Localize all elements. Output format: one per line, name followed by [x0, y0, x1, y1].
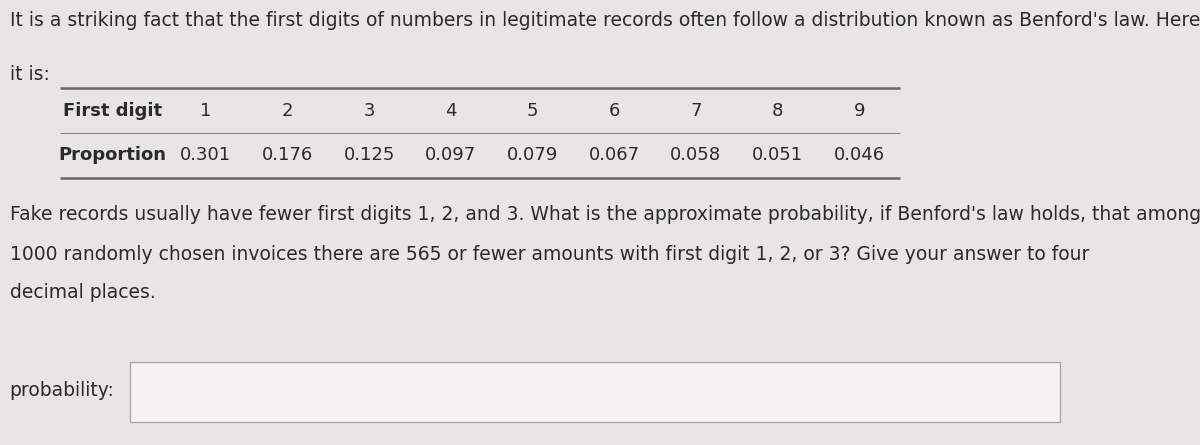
Text: 0.176: 0.176 [262, 146, 313, 165]
Text: probability:: probability: [10, 380, 114, 400]
Text: 1000 randomly chosen invoices there are 565 or fewer amounts with first digit 1,: 1000 randomly chosen invoices there are … [10, 245, 1088, 264]
Text: it is:: it is: [10, 65, 49, 84]
Text: Fake records usually have fewer first digits 1, 2, and 3. What is the approximat: Fake records usually have fewer first di… [10, 205, 1200, 224]
Text: 0.051: 0.051 [752, 146, 803, 165]
Text: 3: 3 [364, 101, 374, 120]
Text: Proportion: Proportion [59, 146, 167, 165]
Text: 0.058: 0.058 [671, 146, 721, 165]
Text: 6: 6 [608, 101, 620, 120]
Text: 0.301: 0.301 [180, 146, 232, 165]
Text: 8: 8 [772, 101, 784, 120]
Text: 0.046: 0.046 [834, 146, 884, 165]
Text: 7: 7 [690, 101, 702, 120]
Text: 0.125: 0.125 [343, 146, 395, 165]
Text: 1: 1 [200, 101, 211, 120]
Text: It is a striking fact that the first digits of numbers in legitimate records oft: It is a striking fact that the first dig… [10, 11, 1200, 30]
Text: 0.079: 0.079 [506, 146, 558, 165]
Text: 0.097: 0.097 [425, 146, 476, 165]
Text: 2: 2 [282, 101, 293, 120]
Text: 4: 4 [445, 101, 456, 120]
Text: 5: 5 [527, 101, 539, 120]
Text: 9: 9 [853, 101, 865, 120]
Text: First digit: First digit [62, 101, 162, 120]
FancyBboxPatch shape [130, 362, 1060, 422]
Text: 0.067: 0.067 [589, 146, 640, 165]
Text: decimal places.: decimal places. [10, 283, 155, 302]
